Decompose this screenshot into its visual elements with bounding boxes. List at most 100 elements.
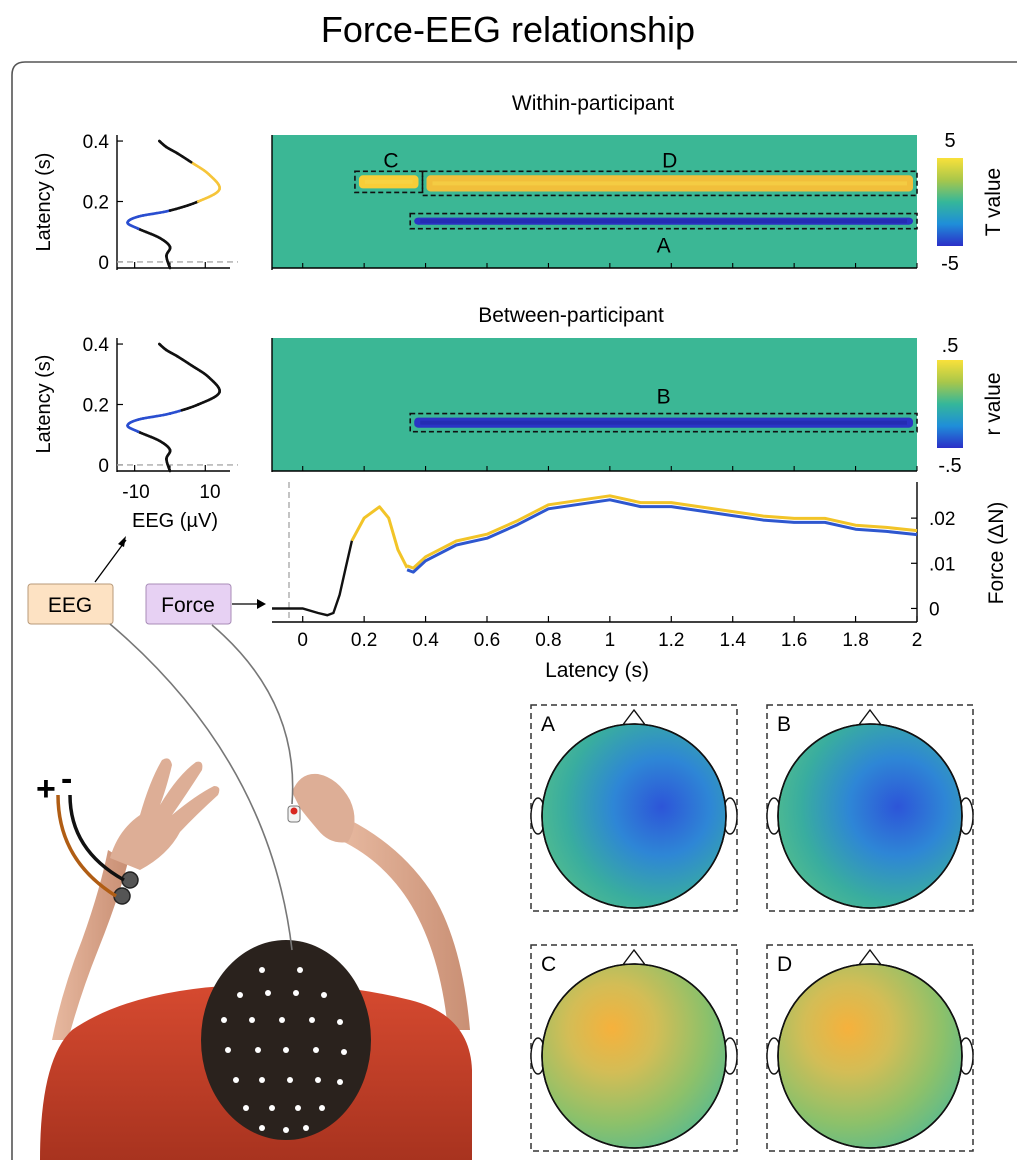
cluster-core-B [420, 420, 907, 425]
eeg-y-tick-label: 0 [98, 253, 109, 274]
emg-minus-sign: - [61, 760, 72, 798]
force-panel: 0 0.2 0.4 0.6 0.8 1 1.2 1.4 1.6 1.8 2 0 .01 .02 Late… [272, 482, 1008, 682]
force-x-tick-label: 0.8 [535, 630, 561, 651]
force-y-tick-label: 0 [929, 599, 940, 620]
cluster-label-B: B [657, 386, 671, 409]
cluster-label-D: D [662, 149, 677, 172]
emg-electrode-1 [121, 871, 139, 889]
cluster-core-C [364, 179, 413, 184]
eeg-electrode [259, 1125, 265, 1131]
force-x-ticks: 0 0.2 0.4 0.6 0.8 1 1.2 1.4 1.6 1.8 2 [297, 616, 922, 651]
topoplot-outline-A [541, 723, 727, 909]
between-heatmap-background [272, 338, 917, 471]
eeg-electrode [295, 1105, 301, 1111]
within-heatmap-panel: Within-participant C D A [271, 92, 918, 270]
force-curve-segment-positive [350, 505, 409, 569]
emg-plus-sign: + [36, 770, 56, 808]
eeg-electrode [279, 1017, 285, 1023]
within-heatmap-title: Within-participant [512, 92, 674, 115]
eeg-electrode [337, 1019, 343, 1025]
eeg-electrode [297, 967, 303, 973]
force-label-box: Force [145, 583, 232, 625]
eeg-electrode [237, 992, 243, 998]
between-heatmap-panel: Between-participant B [271, 304, 918, 472]
topoplot-head-C [541, 963, 727, 1149]
topoplot-head-A [541, 723, 727, 909]
within-eeg-panel: 0 0.2 0.4 Latency (s) [33, 132, 238, 274]
between-colorbar-top-tick: .5 [942, 335, 959, 357]
between-colorbar-label: r value [982, 372, 1005, 435]
eeg-electrode [255, 1047, 261, 1053]
between-eeg-ticks: 0 0.2 0.4 [83, 335, 206, 477]
between-eeg-curve [126, 342, 221, 473]
topoplot-nose-D [857, 948, 883, 967]
force-curve-segment-negative [406, 498, 918, 574]
between-colorbar-gradient [937, 360, 963, 448]
force-ylabel: Force (ΔN) [985, 502, 1008, 605]
eeg-electrode [319, 1105, 325, 1111]
force-sensor-led [290, 807, 298, 815]
eeg-electrode [249, 1017, 255, 1023]
within-colorbar-top-tick: 5 [944, 130, 955, 152]
eeg-y-tick-label: 0.4 [83, 335, 110, 356]
eeg-electrodes [221, 967, 347, 1133]
force-curve-segment-positive [406, 494, 918, 570]
within-heatmap-x-ticks [302, 263, 918, 268]
eeg-electrode [341, 1049, 347, 1055]
left-hand [110, 758, 220, 870]
between-eeg-ylabel: Latency (s) [33, 355, 55, 454]
within-eeg-ticks: 0 0.2 0.4 [83, 132, 206, 274]
within-heatmap-background [272, 135, 917, 268]
between-clusters: B [409, 386, 918, 433]
eeg-label-rect [27, 583, 114, 625]
emg-electrode-2 [113, 887, 131, 905]
force-x-tick-label: 0.4 [412, 630, 439, 651]
between-eeg-xlabel: EEG (µV) [132, 510, 218, 532]
between-eeg-xtick-pos: 10 [199, 482, 220, 503]
emg-cable-positive [56, 794, 117, 898]
eeg-electrode [225, 1047, 231, 1053]
within-colorbar-gradient [937, 158, 963, 246]
left-forearm [52, 850, 128, 1040]
eeg-y-tick-label: 0.2 [83, 396, 109, 417]
between-heatmap-x-ticks [302, 466, 918, 471]
topoplot-label-C: C [541, 953, 556, 976]
topoplot-outline-C [541, 963, 727, 1149]
cluster-box-A [409, 212, 918, 230]
eeg-electrode [269, 1105, 275, 1111]
topoplot-nose-B [857, 708, 883, 727]
force-y-ticks: 0 .01 .02 [911, 509, 955, 620]
topoplot-label-D: D [777, 953, 792, 976]
force-x-tick-label: 1 [605, 630, 616, 651]
force-label-text: Force [161, 594, 215, 617]
within-eeg-ylabel: Latency (s) [33, 153, 55, 252]
cluster-label-C: C [383, 149, 398, 172]
eeg-electrode [243, 1105, 249, 1111]
topoplot-outline-B [777, 723, 963, 909]
force-x-tick-label: 1.8 [842, 630, 868, 651]
topoplot-label-B: B [777, 713, 791, 736]
eeg-electrode [233, 1077, 239, 1083]
eeg-electrode [221, 1017, 227, 1023]
cluster-box-D [421, 170, 918, 197]
eeg-label-text: EEG [48, 594, 92, 617]
between-colorbar-bottom-tick: -.5 [938, 455, 961, 477]
eeg-arrow [94, 539, 127, 583]
eeg-y-tick-label: 0.4 [83, 132, 110, 153]
topoplot-nose-A [621, 708, 647, 727]
figure-frame [11, 61, 1017, 1160]
eeg-electrode [283, 1127, 289, 1133]
eeg-electrode [287, 1077, 293, 1083]
force-x-tick-label: 0.2 [351, 630, 377, 651]
eeg-electrode [259, 967, 265, 973]
force-curve-baseline [272, 540, 354, 617]
topoplot-outline-D [777, 963, 963, 1149]
eeg-label-box: EEG [27, 583, 114, 625]
connectors [94, 536, 294, 951]
right-forearm [340, 820, 470, 1030]
between-colorbar: .5 -.5 r value [937, 335, 1005, 477]
force-y-tick-label: .01 [929, 554, 955, 575]
eeg-electrode [293, 990, 299, 996]
eeg-electrode [283, 1047, 289, 1053]
